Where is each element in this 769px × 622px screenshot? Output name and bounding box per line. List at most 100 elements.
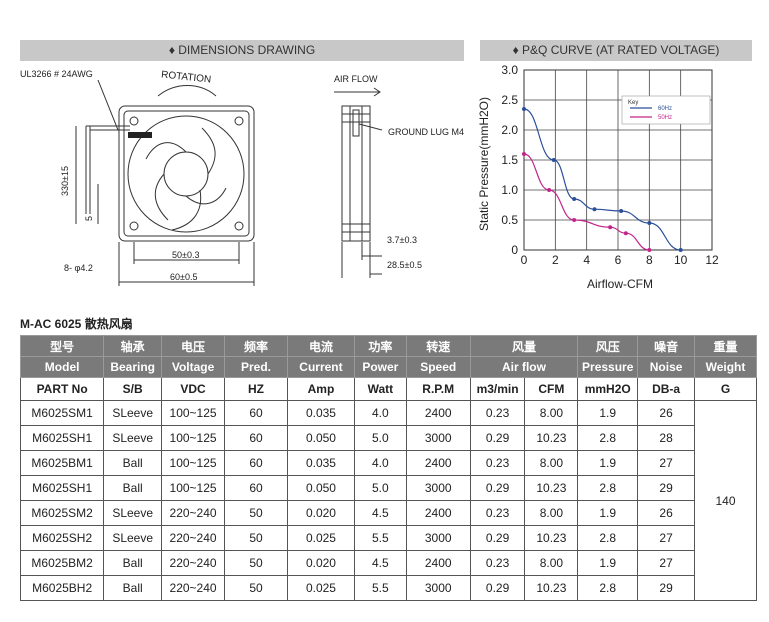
table-cell: 220~240 (161, 575, 226, 601)
fan-blade (185, 187, 227, 205)
data-point (522, 152, 526, 156)
table-cell: 60 (224, 400, 288, 426)
table-cell: 0.020 (286, 550, 355, 576)
table-cell: 50 (224, 550, 288, 576)
dim-330: 330±15 (60, 166, 70, 196)
data-point (551, 158, 556, 162)
unit-cell: R.P.M (405, 377, 471, 401)
table-cell: 60 (224, 450, 288, 476)
table-cell: 0.035 (286, 400, 355, 426)
head-cn-speed: 转速 (405, 335, 471, 357)
head-cn-current: 电流 (286, 335, 355, 357)
header-row-cn: 型号 轴承 电压 频率 电流 功率 转速 风量 风压 噪音 重量 (19, 335, 757, 357)
table-cell: 26 (637, 500, 696, 526)
table-cell: 50 (224, 575, 288, 601)
head-en-noise: Noise (637, 356, 696, 378)
table-row: M6025SH1 Ball 100~125 60 0.050 5.0 3000 0.29 10.… (19, 475, 757, 501)
table-cell: 0.29 (469, 525, 526, 551)
table-cell: 100~125 (161, 450, 226, 476)
table-cell: M6025SM1 (19, 400, 105, 426)
x-tick-label: 10 (674, 253, 688, 267)
table-cell: 10.23 (524, 575, 579, 601)
table-cell: 1.9 (577, 450, 639, 476)
table-cell: 0.23 (469, 400, 526, 426)
head-en-bearing: Bearing (103, 356, 163, 378)
airflow-label: AIR FLOW (334, 74, 378, 84)
units-row: PART No S/B VDC HZ Amp Watt R.P.M m3/min… (19, 377, 757, 401)
data-point (592, 207, 597, 212)
unit-cell: mmH2O (577, 377, 639, 401)
table-cell: 0.29 (469, 575, 526, 601)
table-cell: Ball (103, 475, 163, 501)
wire-leader (97, 79, 119, 131)
table-cell: 5.5 (353, 525, 407, 551)
x-tick-label: 6 (615, 253, 622, 267)
table-cell: 1.9 (577, 550, 639, 576)
table-row: M6025SH2 SLeeve 220~240 50 0.025 5.5 3000 0.29 1… (19, 525, 757, 551)
data-point (647, 221, 652, 225)
y-axis-label: Static Pressure(mmH2O) (477, 97, 491, 231)
wire-label: UL3266 # 24AWG (20, 69, 93, 79)
x-axis-label: Airflow-CFM (587, 277, 653, 291)
table-cell: 100~125 (161, 400, 226, 426)
table-cell: M6025SH1 (19, 425, 105, 451)
dim-5: 5 (84, 216, 94, 221)
table-cell: 0.29 (469, 475, 526, 501)
curve-header: ♦ P&Q CURVE (AT RATED VOLTAGE) (480, 40, 752, 61)
dim-3-7: 3.7±0.3 (387, 235, 417, 245)
unit-cell: PART No (19, 377, 105, 401)
table-cell: 0.050 (286, 425, 355, 451)
table-cell: 10.23 (524, 525, 579, 551)
y-tick-label: 0.5 (501, 213, 518, 227)
dimensions-drawing: UL3266 # 24AWG ROTATION AIR FLOW GROUND … (20, 69, 464, 286)
table-cell: 0.23 (469, 450, 526, 476)
table-cell: 2.8 (577, 575, 639, 601)
unit-cell: VDC (161, 377, 226, 401)
table-cell: 27 (637, 525, 696, 551)
table-cell: 2.8 (577, 525, 639, 551)
unit-cell: Watt (353, 377, 407, 401)
ground-lug (352, 109, 360, 137)
table-cell: 2400 (405, 400, 471, 426)
head-en-power: Power (353, 356, 407, 378)
fan-hub (163, 151, 209, 197)
head-en-frequency: Pred. (224, 356, 288, 378)
x-tick-label: 4 (583, 253, 590, 267)
series-line-50Hz (523, 153, 650, 251)
table-cell: 2400 (405, 450, 471, 476)
ground-label: GROUND LUG M4 (388, 127, 464, 137)
head-cn-voltage: 电压 (161, 335, 226, 357)
head-en-voltage: Voltage (161, 356, 226, 378)
table-cell: 10.23 (524, 425, 579, 451)
table-cell: 50 (224, 500, 288, 526)
head-en-model: Model (19, 356, 105, 378)
unit-cell: HZ (224, 377, 288, 401)
head-cn-airflow: 风量 (469, 335, 579, 357)
table-cell: 220~240 (161, 525, 226, 551)
spec-table: 型号 轴承 电压 频率 电流 功率 转速 风量 风压 噪音 重量 Model B… (19, 335, 757, 601)
y-tick-label: 2.0 (501, 123, 518, 137)
data-point (572, 218, 577, 222)
table-cell: 27 (637, 550, 696, 576)
table-cell: 4.0 (353, 450, 407, 476)
table-cell: 4.5 (353, 500, 407, 526)
data-point (623, 231, 628, 236)
chart-legend (621, 95, 711, 125)
legend-label: 50Hz (658, 115, 672, 121)
table-cell: 5.5 (353, 575, 407, 601)
fan-blade (171, 189, 202, 231)
table-cell: 5.0 (353, 425, 407, 451)
head-cn-weight: 重量 (694, 335, 757, 357)
table-cell: 5.0 (353, 475, 407, 501)
table-cell: 2.8 (577, 475, 639, 501)
x-tick-label: 0 (521, 253, 528, 267)
table-cell: 8.00 (524, 550, 579, 576)
dim-50: 50±0.3 (172, 250, 199, 260)
fan-frame-outline (118, 105, 255, 242)
head-en-speed: Speed (405, 356, 471, 378)
unit-cell: m3/min (469, 377, 526, 401)
table-cell: 50 (224, 525, 288, 551)
table-row: M6025SM1 SLeeve 100~125 60 0.035 4.0 2400 0.23 8… (19, 400, 757, 601)
head-en-weight: Weight (694, 356, 757, 378)
table-cell: SLeeve (103, 500, 163, 526)
